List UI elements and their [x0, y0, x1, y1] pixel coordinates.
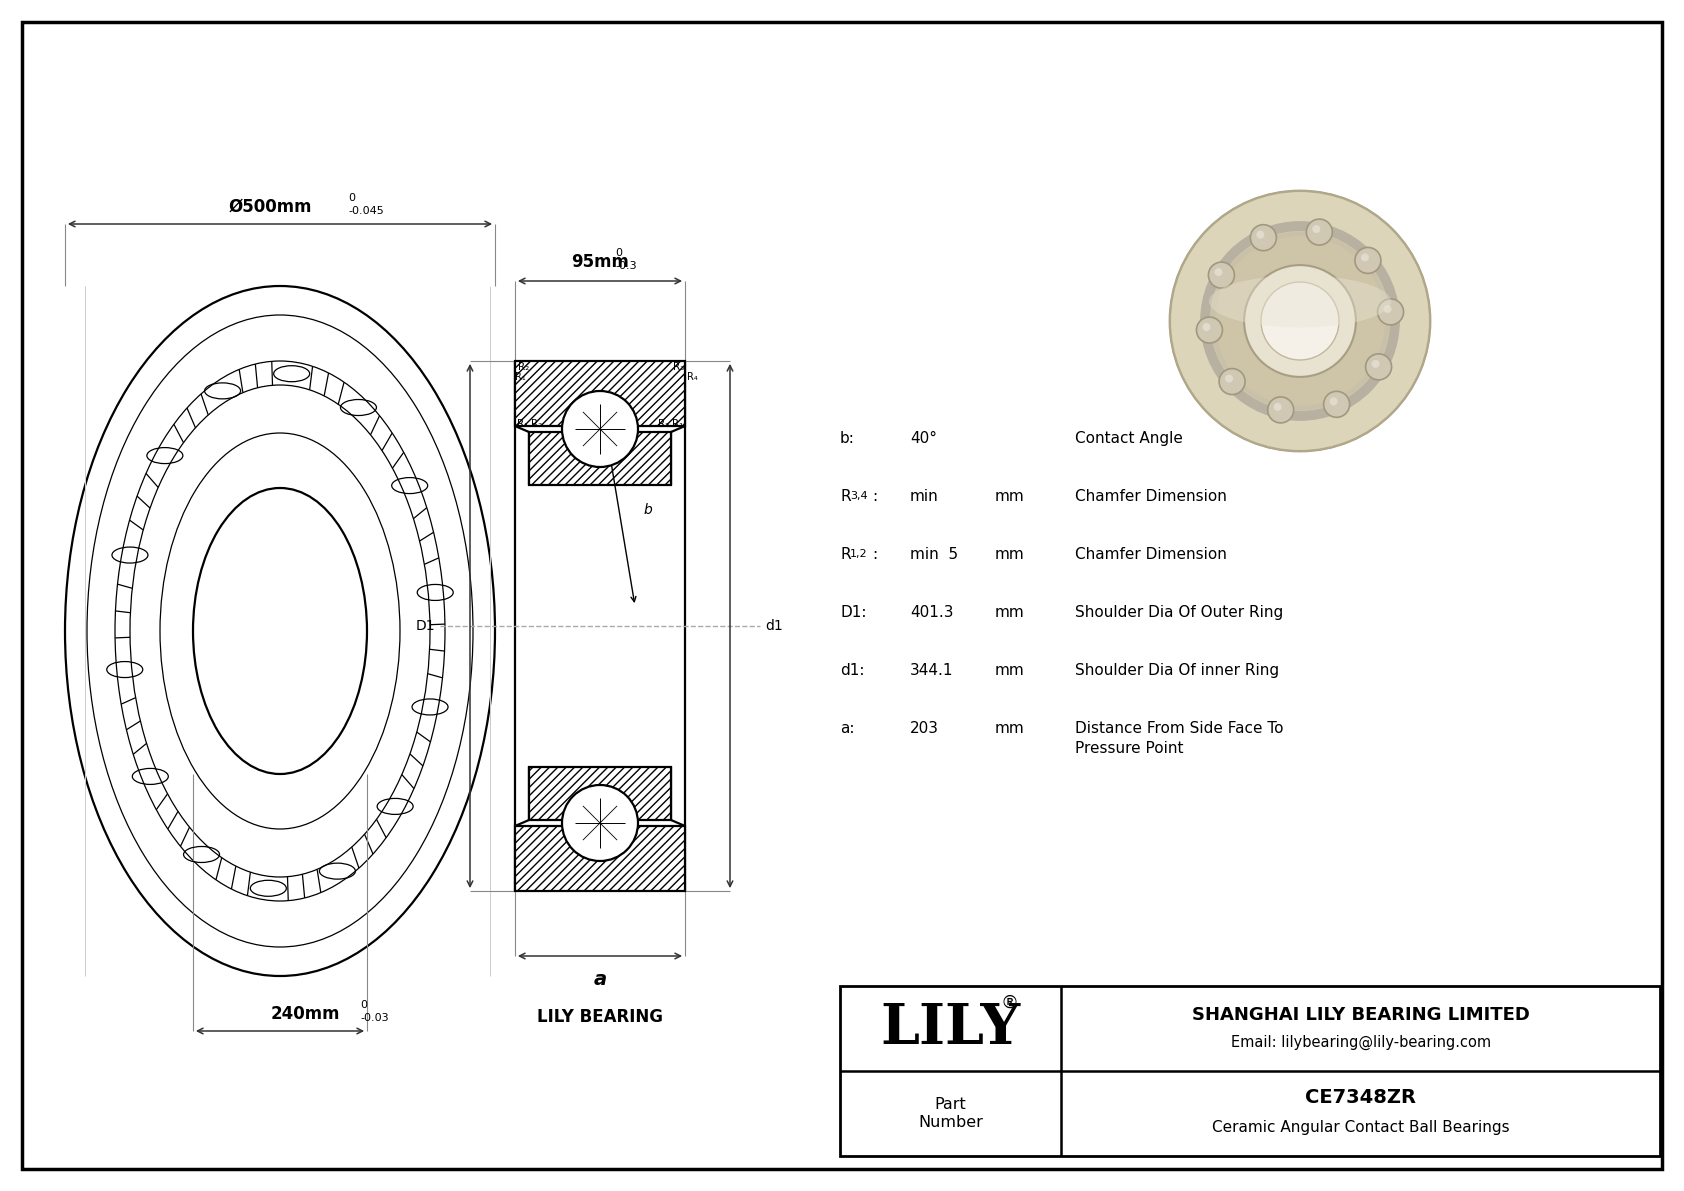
Text: LILY BEARING: LILY BEARING: [537, 1008, 663, 1025]
Text: 240mm: 240mm: [269, 1005, 340, 1023]
Text: mm: mm: [995, 605, 1026, 621]
Text: R₂: R₂: [530, 419, 542, 429]
Circle shape: [1371, 360, 1379, 368]
Ellipse shape: [1209, 275, 1391, 328]
Text: mm: mm: [995, 490, 1026, 504]
Circle shape: [1251, 225, 1276, 250]
Text: Contact Angle: Contact Angle: [1074, 431, 1182, 445]
Text: 1,2: 1,2: [850, 549, 867, 559]
Text: Ceramic Angular Contact Ball Bearings: Ceramic Angular Contact Ball Bearings: [1212, 1120, 1509, 1135]
Text: mm: mm: [995, 663, 1026, 678]
Text: -0.3: -0.3: [615, 261, 637, 272]
Circle shape: [1361, 254, 1369, 262]
Wedge shape: [1170, 191, 1430, 451]
Text: Shoulder Dia Of inner Ring: Shoulder Dia Of inner Ring: [1074, 663, 1280, 678]
Text: R₁: R₁: [672, 419, 684, 429]
Text: R₁: R₁: [515, 372, 525, 382]
Text: D1: D1: [416, 619, 434, 632]
Text: mm: mm: [995, 721, 1026, 736]
Text: R₂: R₂: [658, 419, 669, 429]
Circle shape: [1196, 317, 1223, 343]
Circle shape: [1273, 403, 1282, 411]
Text: a:: a:: [840, 721, 854, 736]
Circle shape: [1330, 398, 1337, 405]
Text: min: min: [909, 490, 938, 504]
Circle shape: [1219, 368, 1244, 394]
Polygon shape: [529, 767, 670, 819]
Text: 40°: 40°: [909, 431, 936, 445]
Circle shape: [1202, 323, 1211, 331]
Circle shape: [1256, 231, 1265, 238]
Circle shape: [1261, 282, 1339, 360]
Circle shape: [1312, 225, 1320, 233]
Circle shape: [1324, 392, 1349, 417]
Circle shape: [1214, 268, 1223, 276]
Text: SHANGHAI LILY BEARING LIMITED: SHANGHAI LILY BEARING LIMITED: [1192, 1005, 1529, 1023]
Text: 3,4: 3,4: [850, 491, 867, 501]
Circle shape: [1384, 305, 1391, 313]
Circle shape: [1170, 191, 1430, 451]
Text: R₂: R₂: [519, 362, 529, 372]
Circle shape: [1209, 262, 1234, 288]
Text: 401.3: 401.3: [909, 605, 953, 621]
Text: Chamfer Dimension: Chamfer Dimension: [1074, 490, 1228, 504]
Text: R₄: R₄: [687, 372, 697, 382]
Text: 0: 0: [615, 248, 621, 258]
Text: min  5: min 5: [909, 547, 958, 562]
Text: b:: b:: [840, 431, 855, 445]
Polygon shape: [515, 827, 685, 891]
Text: 0: 0: [349, 193, 355, 202]
Text: Pressure Point: Pressure Point: [1074, 741, 1184, 756]
Text: Distance From Side Face To: Distance From Side Face To: [1074, 721, 1283, 736]
Circle shape: [1244, 266, 1356, 376]
Text: Shoulder Dia Of Outer Ring: Shoulder Dia Of Outer Ring: [1074, 605, 1283, 621]
Circle shape: [1268, 397, 1293, 423]
Text: 344.1: 344.1: [909, 663, 953, 678]
Polygon shape: [529, 432, 670, 485]
Text: a: a: [593, 969, 606, 989]
Text: 203: 203: [909, 721, 940, 736]
Circle shape: [1366, 354, 1391, 380]
Text: R₃: R₃: [672, 362, 684, 372]
Text: :: :: [872, 547, 877, 562]
Text: -0.045: -0.045: [349, 206, 384, 216]
Text: :: :: [872, 490, 877, 504]
Circle shape: [1378, 299, 1403, 325]
Text: Email: lilybearing@lily-bearing.com: Email: lilybearing@lily-bearing.com: [1231, 1035, 1490, 1050]
Polygon shape: [515, 361, 685, 426]
Circle shape: [562, 391, 638, 467]
Text: d1:: d1:: [840, 663, 864, 678]
Text: R: R: [840, 490, 850, 504]
Circle shape: [1307, 219, 1332, 245]
Text: Ø500mm: Ø500mm: [229, 198, 312, 216]
Text: R₁: R₁: [517, 419, 529, 429]
Text: Chamfer Dimension: Chamfer Dimension: [1074, 547, 1228, 562]
Text: D1:: D1:: [840, 605, 867, 621]
Text: 0: 0: [360, 1000, 367, 1010]
Text: mm: mm: [995, 547, 1026, 562]
Text: b: b: [643, 503, 652, 517]
Text: d1: d1: [765, 619, 783, 632]
Text: CE7348ZR: CE7348ZR: [1305, 1089, 1416, 1106]
Text: LILY: LILY: [881, 1000, 1021, 1056]
Text: ®: ®: [1000, 993, 1019, 1011]
Text: 95mm: 95mm: [571, 252, 628, 272]
Circle shape: [1356, 248, 1381, 274]
Text: Part
Number: Part Number: [918, 1097, 983, 1130]
Circle shape: [562, 785, 638, 861]
Text: -0.03: -0.03: [360, 1014, 389, 1023]
Circle shape: [1224, 375, 1233, 382]
Text: R: R: [840, 547, 850, 562]
